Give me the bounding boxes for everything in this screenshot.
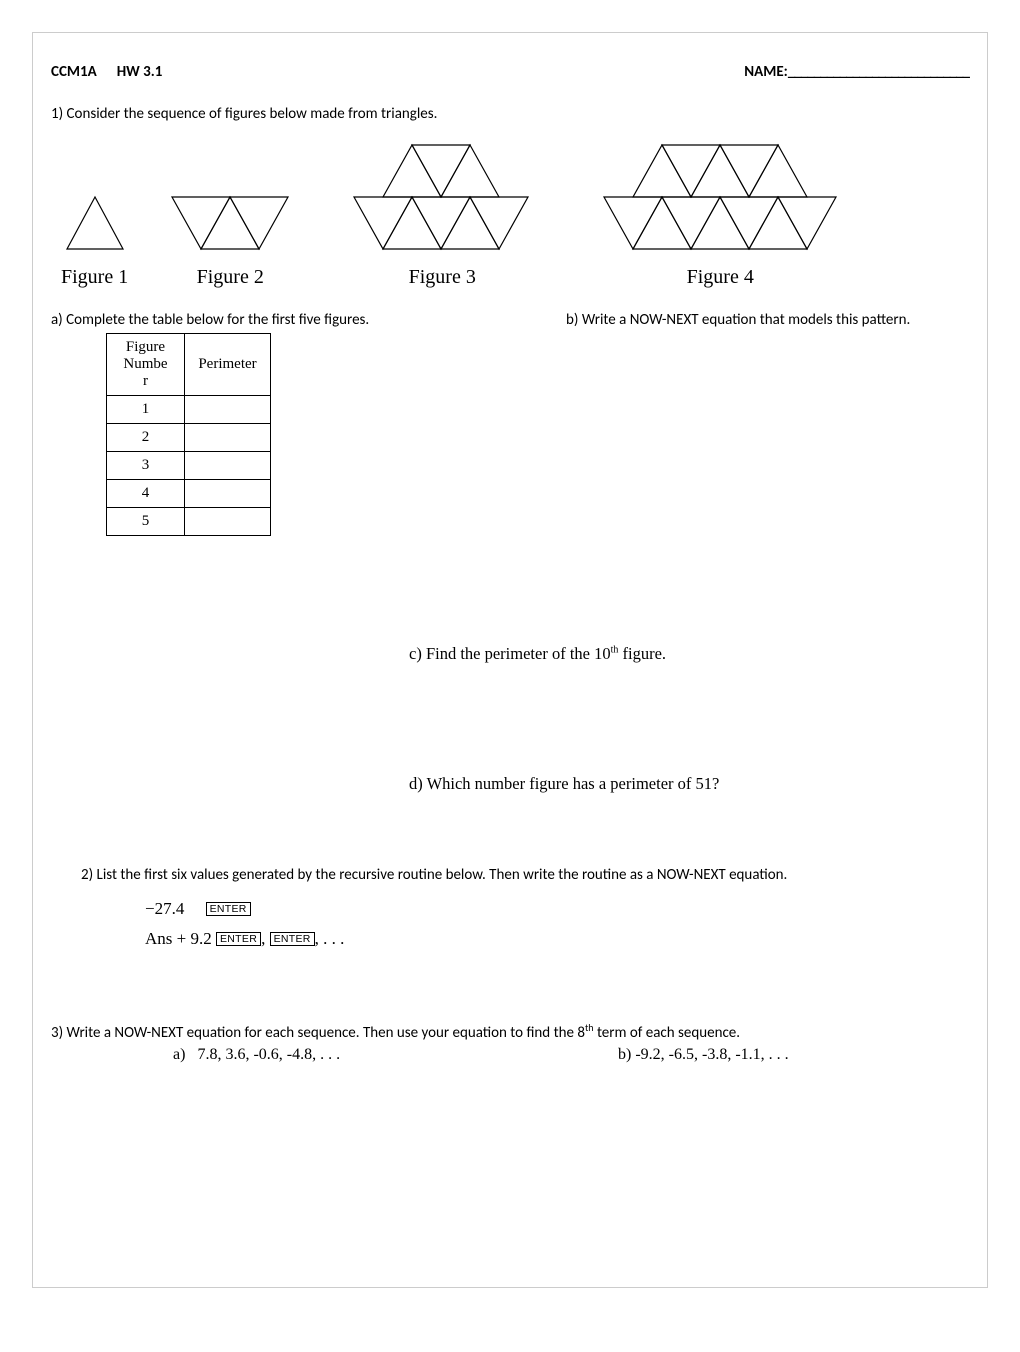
table-row: 5 — [107, 508, 271, 536]
figure-2: Figure 2 — [168, 193, 292, 289]
worksheet-page: CCM1A HW 3.1 NAME:______________________… — [32, 32, 988, 1288]
table-row: 4 — [107, 480, 271, 508]
q3a: a) 7.8, 3.6, -0.6, -4.8, . . . — [173, 1046, 618, 1064]
triangle-row-icon — [168, 193, 292, 253]
table-row: 2 — [107, 424, 271, 452]
routine-line2: Ans + 9.2 ENTER, ENTER, . . . — [145, 929, 969, 949]
q1-parts: a) Complete the table below for the firs… — [51, 311, 969, 536]
table-row: 1 — [107, 396, 271, 424]
triangle-icon — [63, 193, 127, 253]
triangle-grid-icon — [602, 141, 838, 253]
q3-parts: a) 7.8, 3.6, -0.6, -4.8, . . . b) -9.2, … — [51, 1046, 969, 1064]
figure-3: Figure 3 — [352, 141, 532, 289]
figure-1: Figure 1 — [61, 193, 128, 289]
q1-intro: 1) Consider the sequence of figures belo… — [51, 105, 969, 123]
name-field: NAME:____________________________ — [744, 63, 969, 81]
col-figure-number: FigureNumber — [107, 334, 185, 396]
enter-key-icon: ENTER — [270, 932, 315, 946]
q1a-text: a) Complete the table below for the firs… — [51, 311, 566, 329]
triangle-grid-icon — [352, 141, 532, 253]
course-code: CCM1A — [51, 63, 97, 81]
q1d-text: d) Which number figure has a perimeter o… — [409, 774, 969, 794]
q3b: b) -9.2, -6.5, -3.8, -1.1, . . . — [618, 1046, 789, 1064]
routine-line1: −27.4 ENTER — [145, 899, 969, 919]
q1c-text: c) Find the perimeter of the 10th figure… — [409, 644, 969, 664]
header: CCM1A HW 3.1 NAME:______________________… — [51, 63, 969, 81]
table-row: 3 — [107, 452, 271, 480]
q3-text: 3) Write a NOW-NEXT equation for each se… — [51, 1021, 969, 1042]
perimeter-table: FigureNumber Perimeter 1 2 3 4 5 — [106, 333, 271, 536]
figure-4: Figure 4 — [602, 141, 838, 289]
enter-key-icon: ENTER — [216, 932, 261, 946]
hw-number: HW 3.1 — [117, 63, 163, 81]
q1b-text: b) Write a NOW-NEXT equation that models… — [566, 311, 969, 536]
enter-key-icon: ENTER — [206, 902, 251, 916]
figures-row: Figure 1 Figure 2 — [61, 141, 969, 289]
q2-text: 2) List the first six values generated b… — [81, 864, 969, 887]
col-perimeter: Perimeter — [185, 334, 271, 396]
